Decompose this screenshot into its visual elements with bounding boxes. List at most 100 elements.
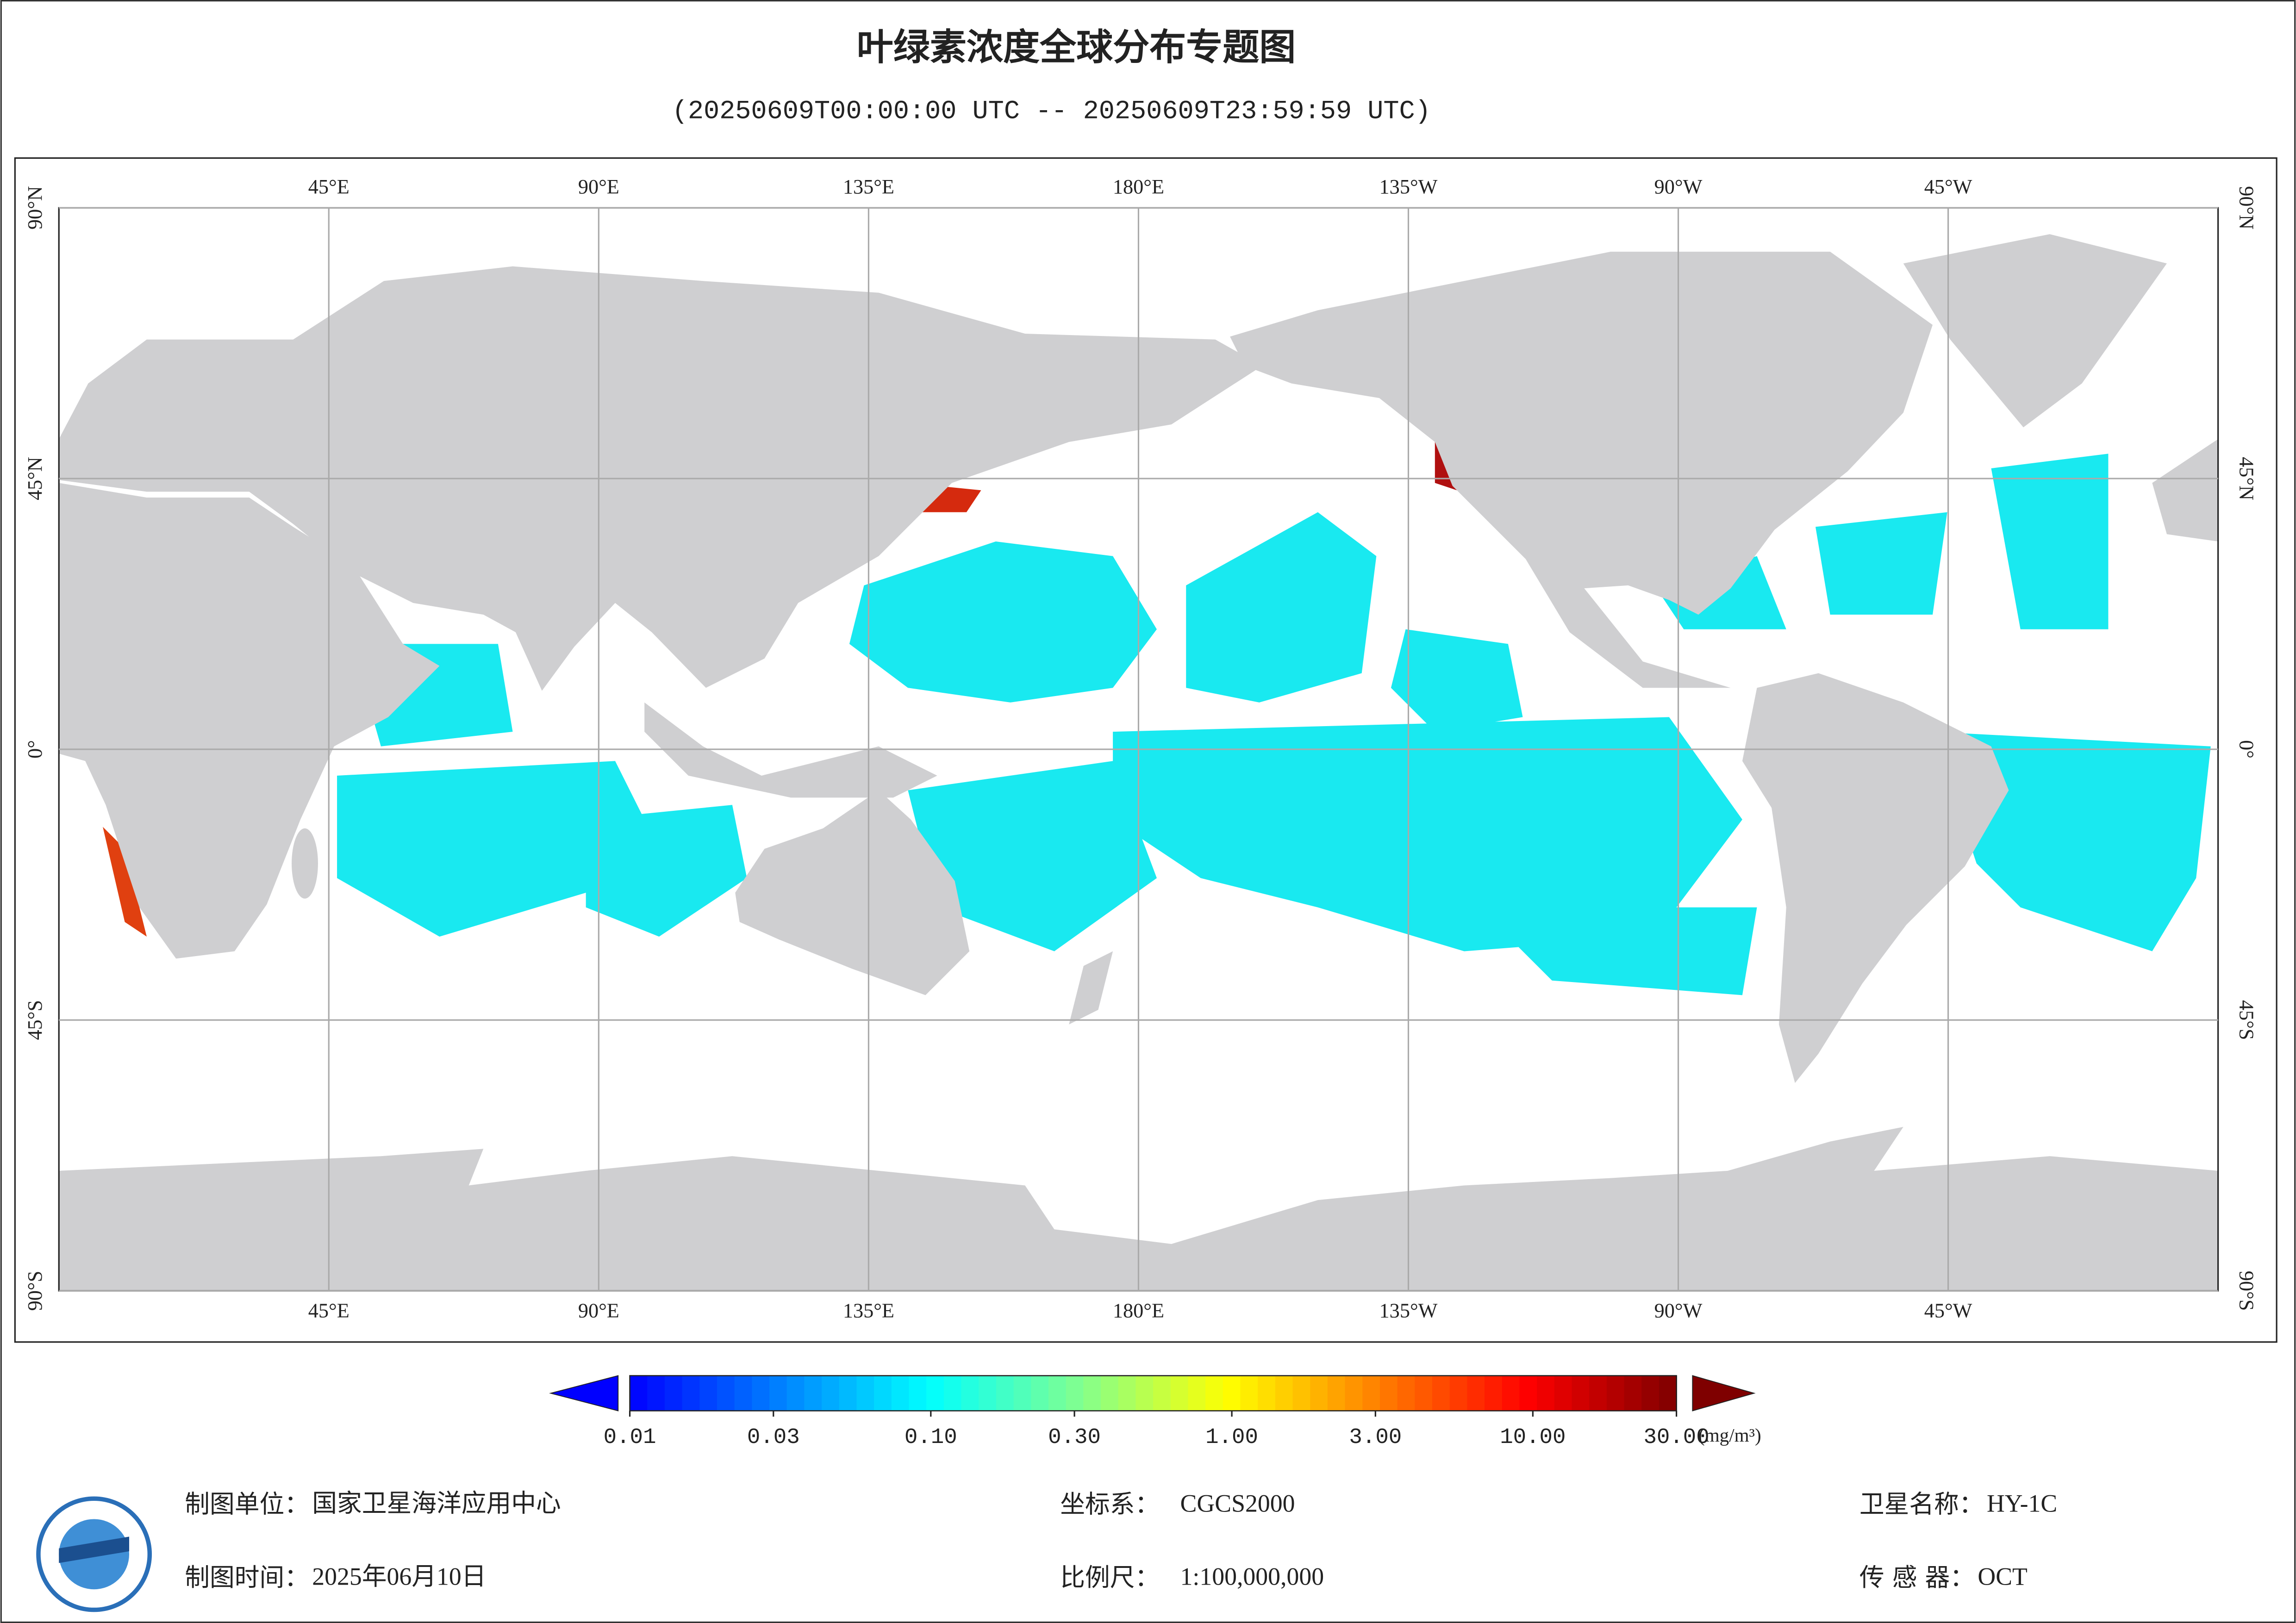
- colorbar-step: [1170, 1375, 1189, 1411]
- colorbar-label: 30.00: [1643, 1425, 1709, 1450]
- colorbar-step: [822, 1375, 840, 1411]
- patch: [1991, 454, 2109, 629]
- patch: [586, 805, 747, 937]
- field-label: 制图时间：: [185, 1563, 309, 1592]
- lon-label: 90°W: [1654, 175, 1703, 198]
- colorbar-step: [1048, 1375, 1067, 1411]
- colorbar-step: [839, 1375, 857, 1411]
- madagascar: [292, 828, 318, 899]
- japan: [856, 439, 923, 556]
- field-label: 卫星名称：: [1859, 1490, 1984, 1519]
- colorbar-step: [996, 1375, 1014, 1411]
- lon-label: 45°W: [1924, 175, 1972, 198]
- colorbar-step: [1258, 1375, 1276, 1411]
- colorbar-step: [874, 1375, 892, 1411]
- colorbar-step: [1153, 1375, 1172, 1411]
- lon-label: 45°E: [308, 1300, 349, 1322]
- new-zealand: [1069, 951, 1113, 1025]
- title: 叶绿素浓度全球分布专题图: [857, 26, 1296, 68]
- lat-label: 45°S: [24, 1000, 46, 1040]
- logo: [36, 1496, 152, 1612]
- colorbar-label: 0.01: [604, 1425, 656, 1450]
- colorbar-step: [752, 1375, 770, 1411]
- colorbar-label: 1.00: [1205, 1425, 1258, 1450]
- logo-satellite: [59, 1536, 130, 1563]
- colorbar-step: [1240, 1375, 1259, 1411]
- colorbar-label: 3.00: [1349, 1425, 1402, 1450]
- south-america: [1742, 673, 2009, 1083]
- colorbar-step: [1485, 1375, 1503, 1411]
- colorbar-label: 10.00: [1500, 1425, 1566, 1450]
- colorbar-step: [1537, 1375, 1555, 1411]
- colorbar-step: [1101, 1375, 1119, 1411]
- lat-label: 0°: [2235, 740, 2258, 759]
- colorbar-step: [630, 1375, 648, 1411]
- lat-label: 45°S: [2235, 1000, 2258, 1040]
- colorbar-border: [629, 1375, 1677, 1412]
- lat-label: 90°S: [2235, 1271, 2258, 1311]
- australia: [735, 790, 970, 995]
- field-value: CGCS2000: [1180, 1489, 1295, 1517]
- colorbar-step: [909, 1375, 927, 1411]
- colorbar-step: [1572, 1375, 1590, 1411]
- colorbar-step: [1554, 1375, 1572, 1411]
- patch: [1816, 512, 1947, 615]
- colorbar-step: [926, 1375, 945, 1411]
- colorbar-step: [1362, 1375, 1381, 1411]
- lon-label: 135°W: [1379, 175, 1438, 198]
- europe-west: [2152, 439, 2218, 542]
- colorbar-label: 0.30: [1048, 1425, 1101, 1450]
- colorbar-step: [647, 1375, 666, 1411]
- colorbar-step: [1031, 1375, 1049, 1411]
- field-value: 国家卫星海洋应用中心: [312, 1489, 561, 1517]
- colorbar-step: [1223, 1375, 1241, 1411]
- lon-label: 135°E: [843, 1300, 894, 1322]
- field-value: 2025年06月10日: [312, 1562, 486, 1590]
- north-america: [1230, 251, 1933, 688]
- indonesia: [644, 702, 937, 798]
- colorbar: 0.01 0.03 0.10 0.30 1.00 3.00 10.00 30.00(mg/m³…: [549, 1375, 1761, 1450]
- field-label: 坐标系：: [1060, 1490, 1160, 1519]
- patch: [908, 761, 1157, 951]
- lat-label: 90°N: [24, 186, 46, 230]
- colorbar-step: [1624, 1375, 1642, 1411]
- lon-label: 180°E: [1113, 1300, 1164, 1322]
- colorbar-step: [1136, 1375, 1154, 1411]
- colorbar-step: [1415, 1375, 1433, 1411]
- colorbar-label: 0.03: [747, 1425, 800, 1450]
- colorbar-step: [1432, 1375, 1450, 1411]
- lat-label: 0°: [24, 740, 46, 759]
- field-label: 制图单位：: [185, 1490, 309, 1519]
- patch: [337, 761, 645, 937]
- greenland: [1903, 234, 2167, 428]
- field-label: 比例尺：: [1060, 1563, 1160, 1592]
- lat-label: 90°S: [24, 1271, 46, 1311]
- map-frame: [14, 157, 2277, 1343]
- colorbar-unit: (mg/m³): [1698, 1424, 1761, 1446]
- colorbar-step: [1641, 1375, 1660, 1411]
- colorbar-under: [549, 1375, 619, 1412]
- colorbar-step: [769, 1375, 787, 1411]
- colorbar-label: 0.10: [905, 1425, 957, 1450]
- colorbar-step: [1379, 1375, 1398, 1411]
- colorbar-step: [1519, 1375, 1538, 1411]
- field-value: OCT: [1978, 1562, 2028, 1590]
- patch: [1391, 629, 1523, 732]
- patch: [849, 541, 1157, 703]
- lon-label: 90°E: [578, 1300, 619, 1322]
- colorbar-step: [1066, 1375, 1084, 1411]
- colorbar-step: [856, 1375, 875, 1411]
- colorbar-step: [734, 1375, 753, 1411]
- colorbar-step: [804, 1375, 823, 1411]
- colorbar-step: [1310, 1375, 1329, 1411]
- lon-label: 90°E: [578, 175, 619, 198]
- patch: [1113, 717, 1742, 951]
- colorbar-step: [786, 1375, 805, 1411]
- colorbar-step: [1659, 1375, 1677, 1411]
- chlorophyll-patches: [103, 439, 2211, 995]
- patch: [1479, 907, 1757, 995]
- colorbar-step: [891, 1375, 910, 1411]
- colorbar-step: [961, 1375, 980, 1411]
- colorbar-over: [1692, 1375, 1756, 1412]
